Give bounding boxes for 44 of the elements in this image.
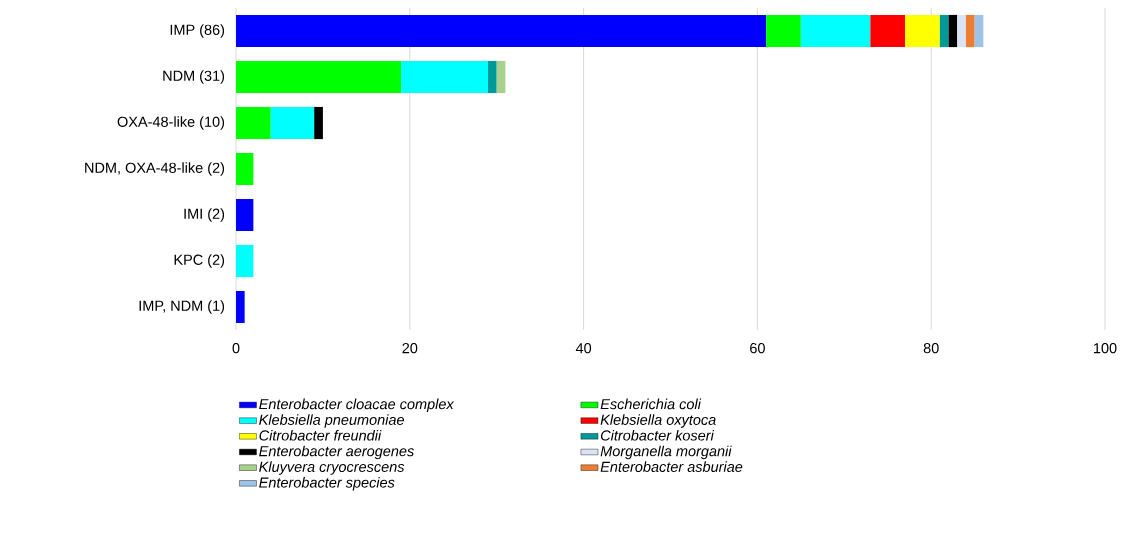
bar	[974, 14, 984, 48]
x-tick-label: 20	[402, 343, 418, 354]
legend-label: Enterobacter aerogenes	[259, 445, 414, 460]
legend-label: Klebsiella oxytoca	[600, 414, 716, 428]
legend-label: Klebsiella pneumoniae	[259, 414, 404, 428]
x-tick-label: 80	[923, 343, 939, 354]
bar	[401, 60, 489, 94]
bar	[314, 106, 323, 140]
bar	[488, 60, 497, 94]
y-tick-label: OXA-48-like (10)	[117, 116, 225, 130]
legend-label: Citrobacter koseri	[600, 429, 715, 441]
x-tick-label: 100	[1094, 343, 1117, 354]
y-tick-label: IMP (86)	[170, 24, 225, 38]
y-tick-label: KPC (2)	[174, 254, 225, 268]
bar	[270, 106, 315, 140]
bar	[939, 14, 949, 48]
y-tick-label: IMP, NDM (1)	[139, 300, 225, 314]
bar	[236, 106, 271, 140]
bar	[800, 14, 871, 48]
y-tick-label: NDM (31)	[163, 70, 225, 84]
bar	[965, 14, 975, 48]
bar	[236, 14, 767, 48]
legend-label: Enterobacter asburiae	[600, 461, 743, 472]
bar	[236, 152, 254, 186]
bar	[766, 14, 801, 48]
bar	[948, 14, 958, 48]
x-tick-label: 60	[750, 343, 765, 354]
legend-label: Citrobacter freundii	[259, 429, 382, 441]
bar	[236, 198, 254, 232]
legend-label: Enterobacter cloacae complex	[259, 398, 455, 413]
x-tick-label: 0	[232, 343, 240, 354]
bar	[870, 14, 906, 48]
bar	[236, 60, 402, 94]
legend-label: Morganella morganii	[600, 445, 732, 460]
y-tick-label: NDM, OXA-48-like (2)	[85, 162, 225, 176]
x-tick-label: 40	[575, 343, 592, 354]
bar	[957, 14, 966, 48]
bar	[905, 14, 940, 48]
bar	[236, 244, 254, 278]
y-tick-label: IMI (2)	[184, 208, 225, 222]
bar	[496, 60, 506, 94]
legend-label: Escherichia coli	[600, 398, 702, 410]
legend-label: Enterobacter species	[259, 477, 395, 491]
legend-label: Kluyvera cryocrescens	[259, 461, 405, 475]
